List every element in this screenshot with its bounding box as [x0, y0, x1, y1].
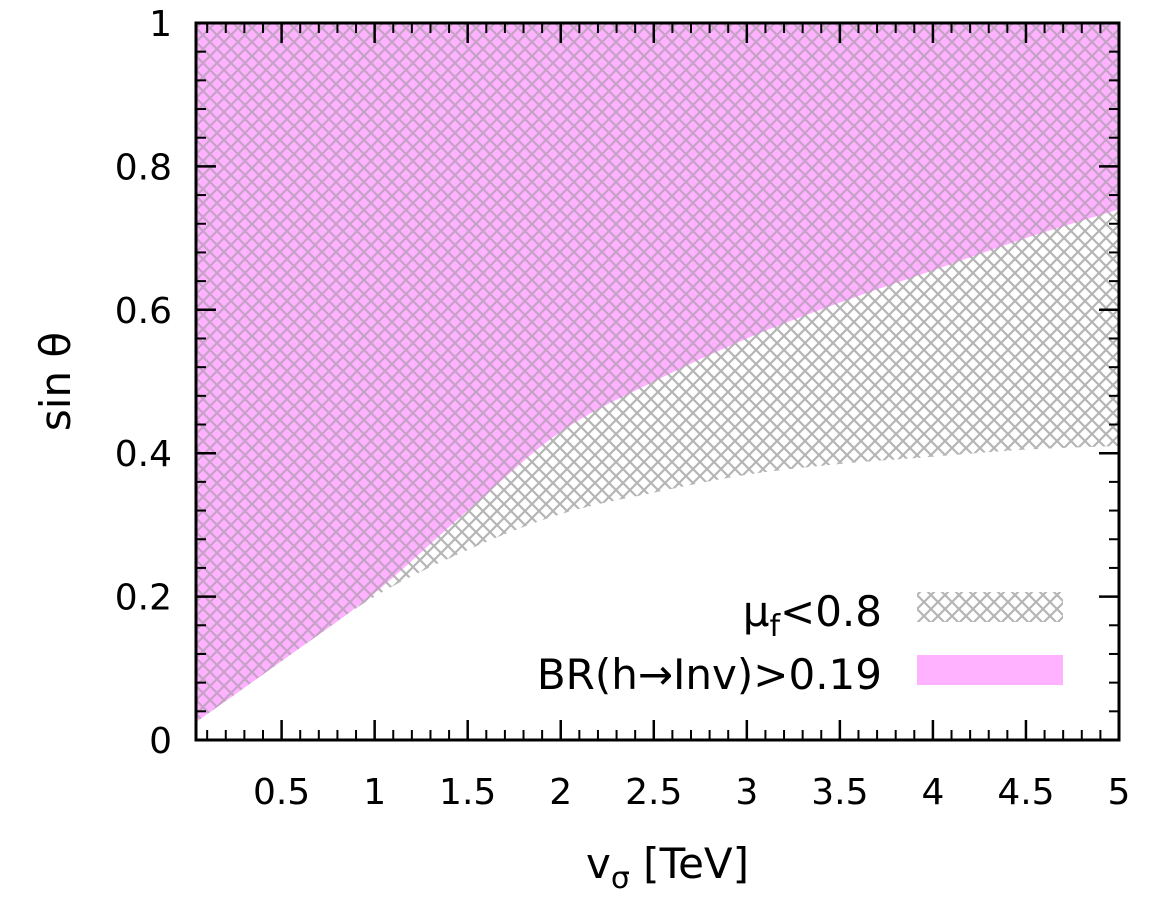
x-axis-title-main: v: [586, 839, 611, 888]
region-br-inv-hatch-overlay: [196, 23, 1119, 723]
x-tick-label: 3: [735, 772, 758, 813]
x-axis-title-subscript: σ: [611, 861, 630, 896]
y-axis-title: sin θ: [31, 332, 80, 431]
legend-label-br: BR(h→Inv)>0.19: [537, 650, 882, 699]
legend-swatch-mu: [917, 592, 1063, 622]
plot-regions: [196, 23, 1119, 723]
x-tick-label: 3.5: [811, 772, 868, 813]
x-axis-title-unit: [TeV]: [630, 839, 749, 888]
y-tick-label: 0.8: [115, 147, 172, 188]
x-axis-title: vσ [TeV]: [586, 839, 749, 896]
plot-frame: [194, 21, 1121, 742]
legend: μf<0.8 BR(h→Inv)>0.19: [537, 587, 1063, 699]
axis-ticks: [196, 21, 1121, 742]
legend-label-mu-main: μ: [743, 587, 770, 636]
legend-label-mu-subscript: f: [769, 609, 781, 644]
y-tick-label: 0.4: [115, 434, 172, 475]
legend-label-mu-rest: <0.8: [780, 587, 882, 636]
x-tick-label: 1.5: [439, 772, 496, 813]
x-tick-label: 2: [549, 772, 572, 813]
x-tick-label: 5: [1108, 772, 1131, 813]
y-tick-label: 0.2: [115, 578, 172, 619]
y-tick-label: 0.6: [115, 291, 172, 332]
x-tick-label: 1: [363, 772, 386, 813]
x-tick-label: 2.5: [625, 772, 682, 813]
x-tick-label: 4.5: [997, 772, 1054, 813]
x-tick-label: 0.5: [253, 772, 310, 813]
legend-label-mu: μf<0.8: [743, 587, 882, 644]
legend-swatch-br: [917, 655, 1063, 685]
tick-labels: 0.5 1 1.5 2 2.5 3 3.5 4 4.5 5 0 0.2 0.4 0.6 0.8 1: [115, 4, 1131, 813]
x-tick-label: 4: [921, 772, 944, 813]
y-tick-label: 1: [149, 4, 172, 45]
y-tick-label: 0: [149, 721, 172, 762]
